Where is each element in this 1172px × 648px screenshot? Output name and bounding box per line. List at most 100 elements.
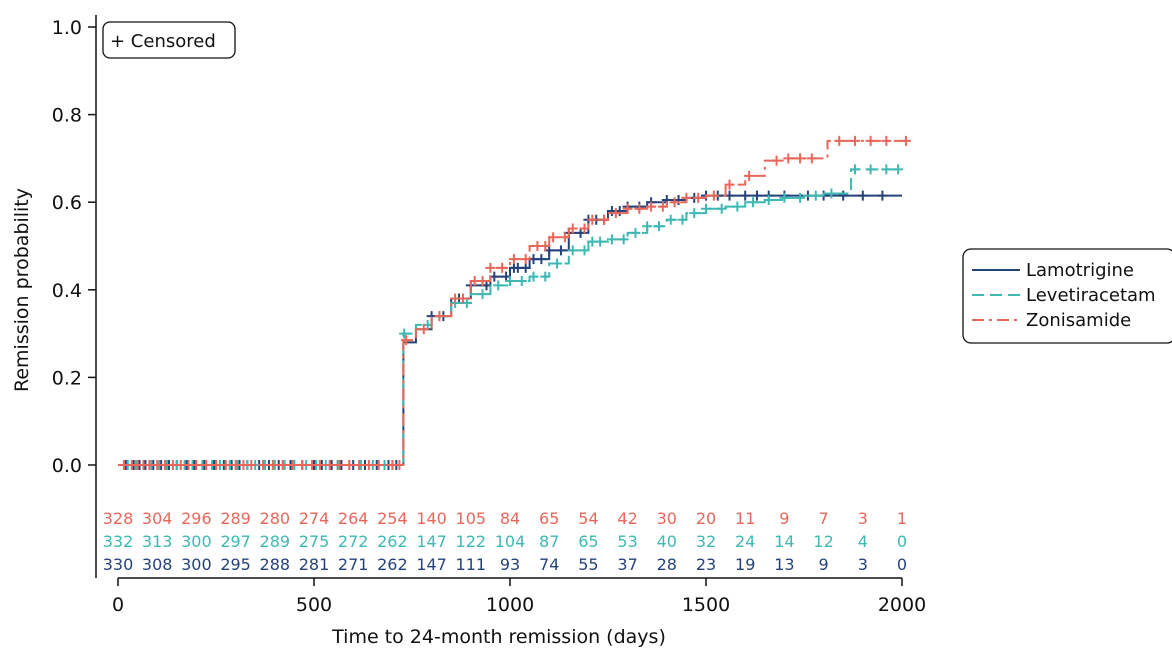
censor-mark — [587, 214, 598, 225]
censor-mark — [744, 170, 755, 181]
censor-mark — [201, 460, 212, 470]
at-risk-value: 111 — [456, 555, 487, 574]
at-risk-value: 12 — [813, 532, 833, 551]
censor-mark — [693, 192, 704, 203]
at-risk-value: 9 — [819, 555, 829, 574]
at-risk-value: 3 — [858, 555, 868, 574]
x-tick-label: 1000 — [486, 594, 534, 616]
y-tick-label: 1.0 — [52, 17, 82, 39]
at-risk-value: 0 — [897, 532, 907, 551]
at-risk-value: 9 — [779, 509, 789, 528]
series-line-zonisamide — [118, 139, 906, 466]
at-risk-value: 147 — [416, 532, 447, 551]
at-risk-value: 87 — [539, 532, 559, 551]
censor-mark — [485, 262, 496, 273]
at-risk-value: 140 — [416, 509, 447, 528]
censor-mark — [520, 254, 531, 265]
censor-mark — [669, 197, 680, 208]
censor-mark — [516, 276, 527, 287]
y-axis: 0.0 0.2 0.4 0.6 0.8 1.0 — [52, 17, 96, 477]
censor-mark — [771, 155, 782, 166]
x-tick-label: 2000 — [878, 594, 926, 616]
censor-mark — [314, 460, 325, 470]
censor-mark — [716, 203, 727, 214]
censor-mark — [394, 460, 405, 470]
at-risk-value: 42 — [617, 509, 637, 528]
censor-mark — [779, 192, 790, 203]
censor-mark — [677, 214, 688, 225]
censor-mark — [548, 232, 559, 243]
at-risk-value: 262 — [377, 532, 408, 551]
censor-mark — [324, 460, 335, 470]
series-line-levetiracetam — [118, 168, 899, 466]
censor-mark — [732, 201, 743, 212]
at-risk-value: 332 — [103, 532, 134, 551]
at-risk-value: 295 — [220, 555, 251, 574]
censor-mark — [783, 153, 794, 164]
censor-mark — [555, 245, 566, 256]
censor-mark — [751, 190, 762, 201]
censor-mark — [536, 254, 547, 265]
at-risk-value: 304 — [142, 509, 173, 528]
censor-mark — [399, 328, 410, 339]
censor-mark — [363, 460, 374, 470]
censor-mark — [606, 234, 617, 245]
series-layer — [118, 135, 911, 470]
x-tick-label: 1500 — [682, 594, 730, 616]
censored-legend-label: + Censored — [110, 31, 216, 52]
censor-mark — [579, 245, 590, 256]
at-risk-value: 254 — [377, 509, 408, 528]
at-risk-value: 11 — [735, 509, 755, 528]
censor-mark — [493, 280, 504, 291]
at-risk-value: 274 — [299, 509, 330, 528]
censor-mark — [508, 254, 519, 265]
censor-mark — [877, 190, 888, 201]
censor-mark — [334, 460, 345, 470]
censor-mark — [277, 460, 288, 470]
censor-mark — [849, 164, 860, 175]
y-tick-label: 0.4 — [52, 280, 82, 302]
x-axis-title: Time to 24-month remission (days) — [331, 626, 666, 648]
censor-mark — [708, 190, 719, 201]
at-risk-value: 3 — [858, 509, 868, 528]
censor-mark — [354, 460, 365, 470]
at-risk-value: 7 — [819, 509, 829, 528]
censor-mark — [881, 164, 892, 175]
at-risk-value: 20 — [696, 509, 716, 528]
censor-mark — [505, 276, 515, 287]
at-risk-value: 297 — [220, 532, 251, 551]
censor-mark — [540, 241, 551, 251]
censor-mark — [595, 236, 606, 247]
series-line-lamotrigine — [118, 194, 902, 466]
censor-mark — [297, 460, 308, 470]
censor-mark — [567, 245, 578, 256]
at-risk-value: 65 — [539, 509, 559, 528]
censor-mark — [540, 271, 551, 282]
censor-mark — [826, 188, 837, 199]
at-risk-value: 14 — [774, 532, 794, 551]
censor-mark — [795, 153, 806, 164]
censored-legend-box — [102, 21, 236, 59]
censor-mark — [373, 460, 384, 470]
censor-mark — [665, 214, 676, 225]
censor-mark — [849, 135, 860, 146]
at-risk-value: 104 — [495, 532, 526, 551]
legend-label-levetiracetam: Levetiracetam — [1026, 285, 1156, 306]
y-axis-title: Remission probability — [11, 188, 33, 392]
censor-mark — [740, 190, 751, 201]
censor-mark — [634, 203, 645, 214]
censor-mark — [646, 201, 657, 212]
censor-mark — [477, 276, 488, 287]
censor-mark — [630, 227, 641, 238]
censor-mark — [657, 201, 668, 212]
censor-mark — [401, 335, 412, 346]
censor-mark — [457, 293, 468, 304]
censor-mark — [552, 258, 563, 269]
censor-mark — [795, 192, 806, 203]
at-risk-value: 147 — [416, 555, 447, 574]
at-risk-table: 328 304 296 289 280 274 264 254 140 105 84 65 54 42 30… — [103, 509, 907, 574]
censor-mark — [567, 223, 578, 234]
at-risk-value: 280 — [260, 509, 291, 528]
censor-mark — [642, 221, 653, 232]
y-tick-label: 0.0 — [52, 455, 82, 477]
